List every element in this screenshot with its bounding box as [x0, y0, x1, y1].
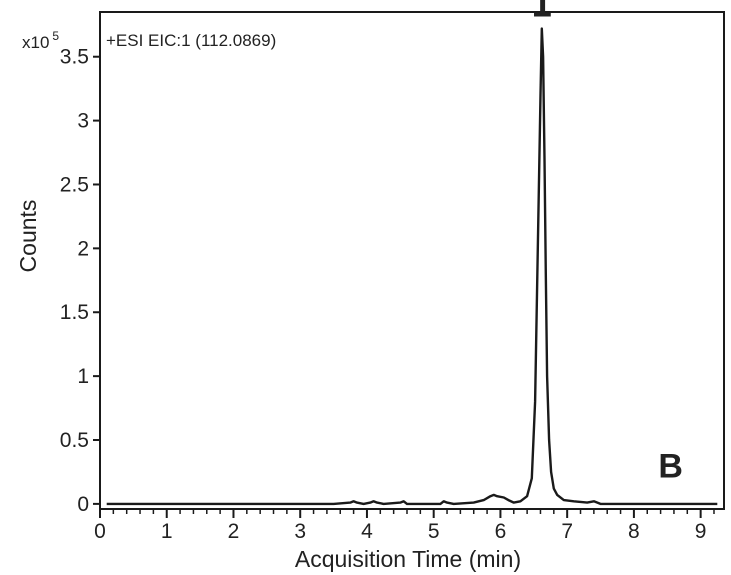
- x-tick-label: 3: [294, 520, 306, 543]
- panel-label: B: [658, 448, 683, 486]
- axes: [99, 11, 725, 510]
- series: [106, 27, 718, 506]
- y-tick-label: 2: [77, 237, 89, 260]
- y-tick-label: 1.5: [60, 301, 89, 324]
- x-tick-label: 5: [428, 520, 440, 543]
- x-tick-label: 7: [561, 520, 573, 543]
- tick-labels: 0 0.5 1 1.5 2 2.5 3 3.5 0 1 2 3 4 5 6 7 8 9: [60, 46, 707, 543]
- x-tick-label: 4: [361, 520, 373, 543]
- x-tick-label: 2: [228, 520, 240, 543]
- y-tick-label: 2.5: [60, 173, 89, 196]
- y-multiplier: x10 5: [22, 29, 59, 52]
- ticks: [93, 55, 715, 518]
- y-tick-label: 3.5: [60, 46, 89, 69]
- y-tick-label: 0.5: [60, 429, 89, 452]
- trace-label: +ESI EIC:1 (112.0869): [106, 31, 276, 50]
- series-line: [106, 27, 718, 506]
- y-multiplier-base: x10: [22, 33, 49, 52]
- peak-label: 1: [532, 0, 552, 25]
- x-axis-title: Acquisition Time (min): [295, 546, 521, 572]
- y-axis-title: Counts: [15, 200, 41, 273]
- x-tick-label: 1: [161, 520, 173, 543]
- y-multiplier-exponent: 5: [52, 29, 59, 43]
- x-tick-label: 8: [628, 520, 640, 543]
- y-tick-label: 3: [77, 110, 89, 133]
- y-tick-label: 0: [77, 493, 89, 516]
- y-tick-label: 1: [77, 365, 89, 388]
- plot-frame: [99, 11, 725, 510]
- x-tick-label: 6: [495, 520, 507, 543]
- x-tick-label: 0: [94, 520, 106, 543]
- x-tick-label: 9: [695, 520, 707, 543]
